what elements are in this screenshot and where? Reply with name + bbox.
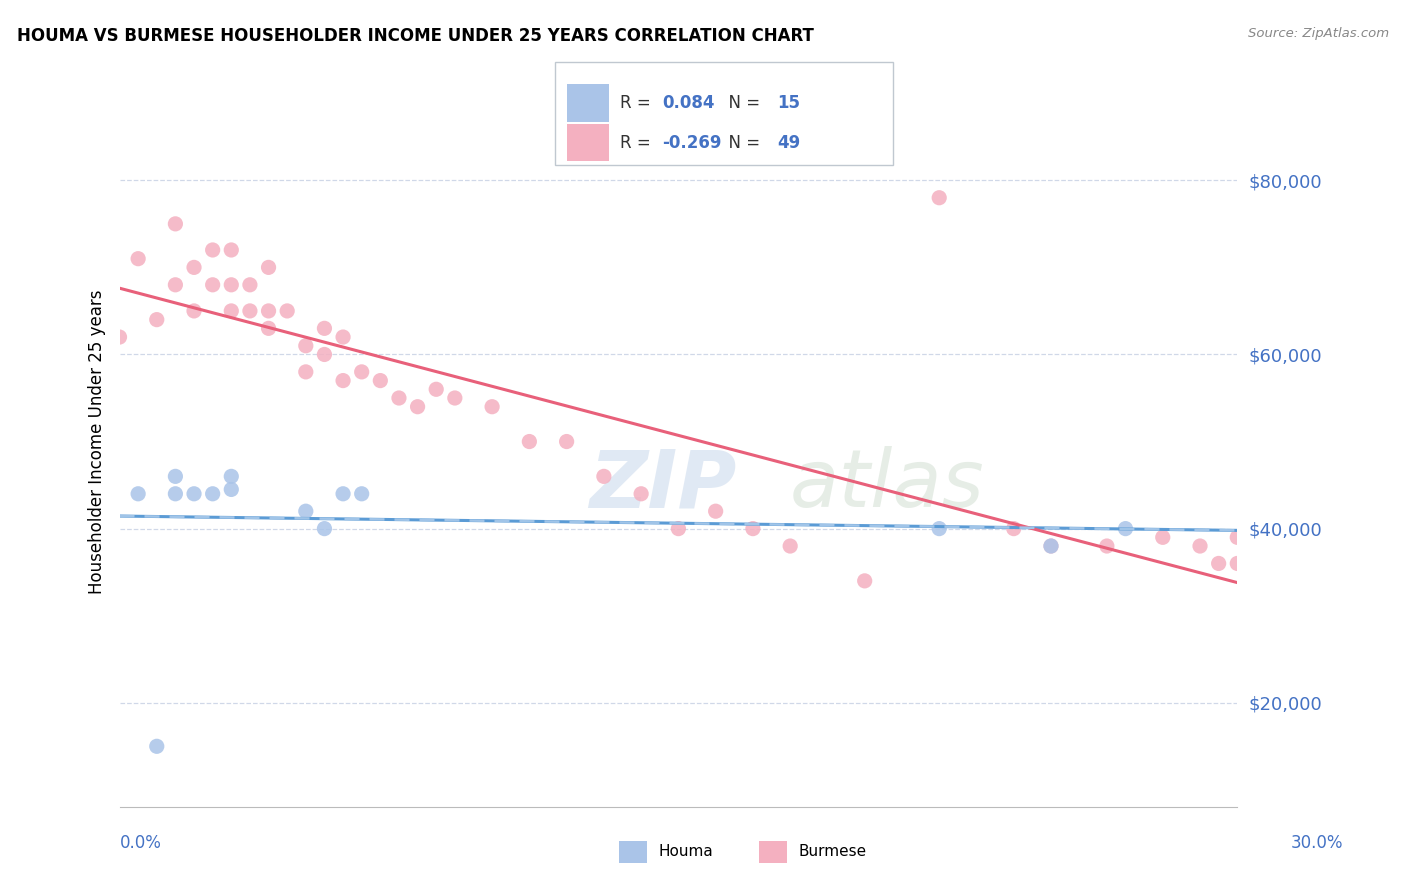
Point bbox=[1115, 522, 1137, 536]
Point bbox=[219, 277, 243, 292]
Point bbox=[481, 400, 503, 414]
Point bbox=[201, 487, 224, 501]
Point bbox=[219, 304, 243, 318]
Point bbox=[444, 391, 467, 405]
Point bbox=[332, 487, 354, 501]
Point bbox=[146, 312, 169, 326]
Point bbox=[704, 504, 727, 518]
Point bbox=[183, 487, 205, 501]
Point bbox=[146, 739, 169, 754]
Point bbox=[257, 304, 280, 318]
Text: 0.084: 0.084 bbox=[662, 94, 714, 112]
Point bbox=[165, 469, 187, 483]
Point bbox=[257, 321, 280, 335]
Text: ZIP: ZIP bbox=[589, 446, 737, 524]
Text: 15: 15 bbox=[778, 94, 800, 112]
Point bbox=[779, 539, 801, 553]
Point bbox=[928, 191, 950, 205]
Text: R =: R = bbox=[620, 134, 657, 152]
Text: N =: N = bbox=[718, 94, 766, 112]
Point bbox=[183, 260, 205, 275]
Point bbox=[630, 487, 652, 501]
Point bbox=[127, 252, 149, 266]
Point bbox=[593, 469, 616, 483]
Point bbox=[219, 243, 243, 257]
Point bbox=[425, 382, 447, 396]
Text: 49: 49 bbox=[778, 134, 801, 152]
Text: 0.0%: 0.0% bbox=[120, 834, 162, 852]
Point bbox=[165, 487, 187, 501]
Point bbox=[239, 304, 262, 318]
Point bbox=[1226, 530, 1249, 544]
Text: N =: N = bbox=[718, 134, 766, 152]
Point bbox=[165, 217, 187, 231]
Point bbox=[201, 243, 224, 257]
Point bbox=[519, 434, 541, 449]
Point bbox=[928, 522, 950, 536]
Point bbox=[350, 365, 373, 379]
Text: 30.0%: 30.0% bbox=[1291, 834, 1343, 852]
Point bbox=[388, 391, 411, 405]
Point bbox=[742, 522, 765, 536]
Point bbox=[127, 487, 149, 501]
Text: Burmese: Burmese bbox=[799, 845, 866, 859]
Text: -0.269: -0.269 bbox=[662, 134, 721, 152]
Point bbox=[257, 260, 280, 275]
Point bbox=[295, 339, 318, 353]
Point bbox=[314, 347, 336, 361]
Point bbox=[1152, 530, 1174, 544]
Point bbox=[853, 574, 876, 588]
Point bbox=[1208, 557, 1230, 571]
Point bbox=[276, 304, 298, 318]
Point bbox=[295, 504, 318, 518]
Point bbox=[1040, 539, 1063, 553]
Point bbox=[314, 522, 336, 536]
Point bbox=[1226, 557, 1249, 571]
Point bbox=[219, 483, 243, 497]
Point bbox=[108, 330, 131, 344]
Point bbox=[1095, 539, 1118, 553]
Point bbox=[201, 277, 224, 292]
Text: atlas: atlas bbox=[790, 446, 986, 524]
Point bbox=[1189, 539, 1212, 553]
Point bbox=[406, 400, 429, 414]
Point bbox=[239, 277, 262, 292]
Text: Source: ZipAtlas.com: Source: ZipAtlas.com bbox=[1249, 27, 1389, 40]
Point bbox=[165, 277, 187, 292]
Point bbox=[183, 304, 205, 318]
Point bbox=[555, 434, 578, 449]
Point bbox=[295, 365, 318, 379]
Y-axis label: Householder Income Under 25 years: Householder Income Under 25 years bbox=[87, 289, 105, 594]
Point bbox=[332, 374, 354, 388]
Text: Houma: Houma bbox=[658, 845, 713, 859]
Point bbox=[332, 330, 354, 344]
Point bbox=[350, 487, 373, 501]
Point bbox=[219, 469, 243, 483]
Point bbox=[368, 374, 391, 388]
Point bbox=[314, 321, 336, 335]
Point bbox=[1040, 539, 1063, 553]
Point bbox=[666, 522, 689, 536]
Text: HOUMA VS BURMESE HOUSEHOLDER INCOME UNDER 25 YEARS CORRELATION CHART: HOUMA VS BURMESE HOUSEHOLDER INCOME UNDE… bbox=[17, 27, 814, 45]
Point bbox=[1002, 522, 1025, 536]
Text: R =: R = bbox=[620, 94, 657, 112]
